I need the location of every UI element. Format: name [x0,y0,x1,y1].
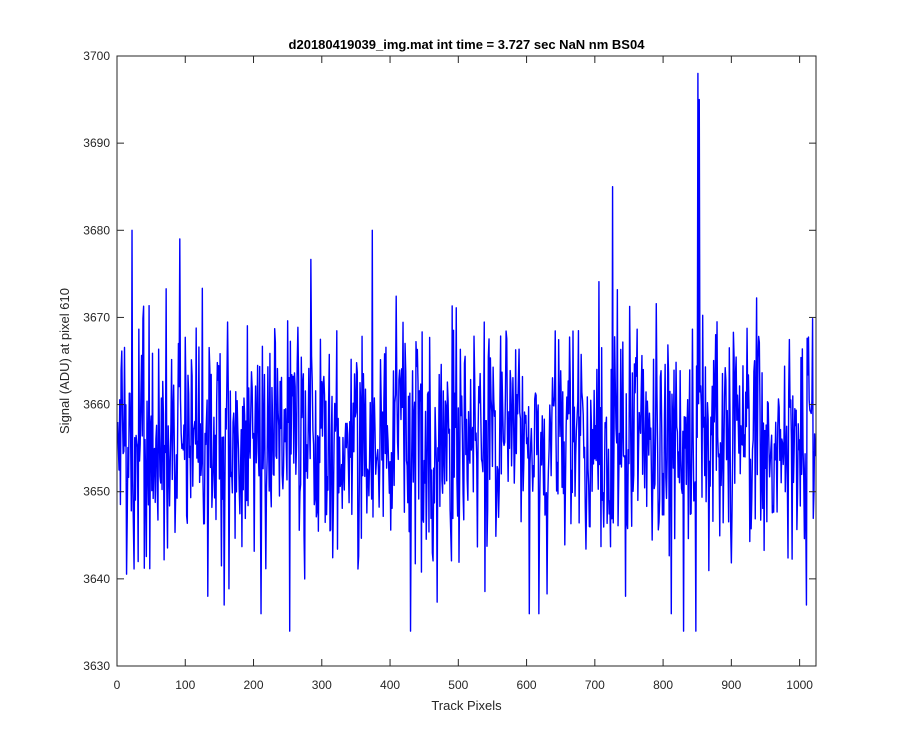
series-line [117,72,816,632]
x-tick-label: 400 [380,678,400,692]
y-tick-label: 3630 [83,659,110,673]
y-axis-label: Signal (ADU) at pixel 610 [57,288,72,434]
x-tick-label: 800 [653,678,673,692]
axes-box [116,55,817,667]
y-tick-label: 3670 [83,310,110,324]
x-tick-label: 0 [114,678,121,692]
y-tick-label: 3680 [83,223,110,237]
y-tick-label: 3700 [83,49,110,63]
x-tick-label: 300 [312,678,332,692]
x-tick-label: 100 [175,678,195,692]
x-tick-label: 600 [517,678,537,692]
axes-layer: 0 100 200 300 400 500 600 700 800 900 1000 3630 3640… [83,49,817,692]
y-tick-label: 3660 [83,398,110,412]
x-axis-label: Track Pixels [431,698,502,713]
y-tick-label: 3650 [83,485,110,499]
chart-title: d20180419039_img.mat int time = 3.727 se… [289,37,646,52]
x-tick-label: 500 [448,678,468,692]
x-tick-label: 700 [585,678,605,692]
plot-area [117,56,816,666]
x-tick-label: 1000 [786,678,813,692]
series-layer [117,72,816,632]
y-tick-label: 3690 [83,136,110,150]
x-tick-label: 900 [721,678,741,692]
y-tick-label: 3640 [83,572,110,586]
x-tick-label: 200 [244,678,264,692]
